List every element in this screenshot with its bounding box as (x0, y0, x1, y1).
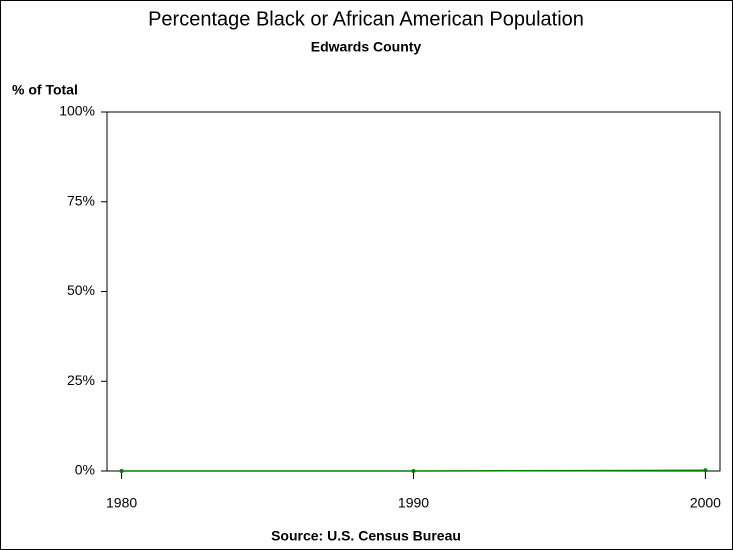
x-tick-label: 1990 (398, 495, 429, 511)
y-tick-label: 0% (75, 462, 95, 478)
y-axis-label: % of Total (12, 82, 78, 98)
data-point (411, 469, 416, 473)
y-tick-label: 50% (67, 282, 95, 298)
x-tick-label: 1980 (106, 495, 137, 511)
x-tick-label: 2000 (690, 495, 721, 511)
source-note: Source: U.S. Census Bureau (271, 528, 461, 544)
y-tick-label: 100% (59, 103, 95, 119)
chart-subtitle: Edwards County (311, 39, 422, 55)
data-point (703, 468, 708, 473)
y-tick-label: 75% (67, 192, 95, 208)
y-tick-label: 25% (67, 372, 95, 388)
data-point (119, 469, 124, 473)
chart-title: Percentage Black or African American Pop… (148, 8, 584, 30)
